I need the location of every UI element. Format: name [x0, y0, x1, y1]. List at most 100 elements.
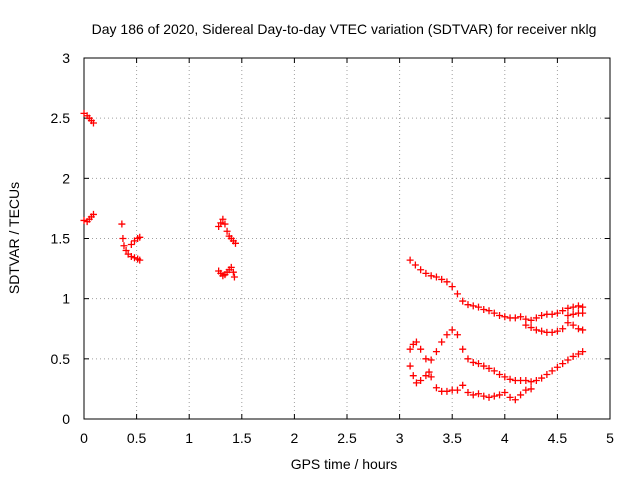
data-point [574, 350, 582, 358]
data-point [496, 370, 504, 378]
data-point [480, 392, 488, 400]
data-point [569, 303, 577, 311]
data-point [422, 372, 430, 380]
data-point [475, 360, 482, 368]
data-point [464, 389, 472, 397]
data-point [448, 283, 456, 291]
data-point [501, 373, 509, 381]
data-point [559, 360, 567, 368]
data-point [469, 302, 477, 310]
series-segment-j [522, 319, 587, 336]
data-point [532, 314, 540, 322]
x-tick-label: 1 [185, 430, 193, 446]
data-point [432, 348, 440, 356]
data-point [559, 325, 567, 333]
data-point [496, 391, 504, 399]
series-segment-i [406, 362, 535, 404]
y-tick-label: 1.5 [51, 231, 71, 247]
data-point [453, 290, 461, 298]
data-point [548, 310, 556, 318]
data-point [501, 313, 509, 321]
data-point [501, 389, 509, 397]
axis-ticks [83, 57, 611, 420]
data-point [553, 327, 561, 335]
x-tick-label: 3 [396, 430, 404, 446]
data-point [543, 370, 551, 378]
data-point [475, 303, 482, 311]
data-point [221, 220, 229, 228]
data-point [559, 307, 567, 315]
data-point [409, 372, 417, 380]
data-point [425, 368, 433, 376]
data-point [480, 305, 488, 313]
x-tick-label: 3.5 [442, 430, 462, 446]
data-point [522, 315, 530, 323]
data-point [569, 310, 577, 318]
series-segment-e [215, 215, 239, 247]
series-segment-b [80, 210, 97, 226]
data-point [548, 367, 556, 375]
data-point [422, 355, 430, 363]
data-point [417, 345, 425, 353]
data-point [553, 309, 561, 317]
data-point [480, 362, 488, 370]
y-tick-label: 0.5 [51, 351, 71, 367]
series-segment-c [118, 220, 144, 264]
y-tick-label: 1 [62, 291, 70, 307]
data-point [538, 312, 546, 320]
data-point [517, 391, 525, 399]
data-point [136, 233, 144, 241]
data-point [506, 393, 514, 401]
data-point [215, 222, 223, 230]
data-point [490, 309, 498, 317]
data-point [89, 119, 97, 127]
x-tick-label: 4.5 [548, 430, 568, 446]
data-point [406, 256, 414, 264]
data-point [532, 376, 540, 384]
data-point [579, 303, 587, 311]
data-point [130, 254, 138, 262]
data-point [127, 253, 135, 261]
data-point [459, 297, 467, 305]
data-point [464, 301, 472, 309]
data-point [579, 326, 587, 334]
data-point [118, 220, 126, 228]
data-point [122, 247, 130, 255]
x-axis-label: GPS time / hours [291, 456, 398, 472]
y-tick-label: 2 [62, 170, 70, 186]
data-point [438, 275, 446, 283]
data-point [80, 216, 88, 224]
y-tick-label: 0 [62, 411, 70, 427]
x-tick-label: 5 [606, 430, 614, 446]
data-point [527, 316, 535, 324]
data-point [569, 352, 577, 360]
data-point [569, 321, 577, 329]
data-point [532, 326, 540, 334]
data-point [89, 210, 97, 218]
data-point [229, 268, 237, 276]
y-axis-label: SDTVAR / TECUs [6, 182, 22, 294]
data-point [538, 374, 546, 382]
data-point [564, 304, 572, 312]
chart-title: Day 186 of 2020, Sidereal Day-to-day VTE… [92, 21, 597, 37]
data-point [496, 312, 504, 320]
data-point [406, 362, 414, 370]
data-point [564, 312, 572, 320]
data-point [432, 273, 440, 281]
series-segment-d [127, 233, 144, 249]
data-point [219, 215, 227, 223]
data-point [432, 384, 440, 392]
data-point [579, 348, 587, 356]
data-point [517, 313, 525, 321]
data-points [80, 109, 587, 404]
x-tick-label: 0 [80, 430, 88, 446]
data-point [412, 338, 420, 346]
x-tick-label: 2 [291, 430, 299, 446]
data-point [417, 376, 425, 384]
data-point [485, 364, 493, 372]
data-point [453, 331, 461, 339]
data-point [538, 327, 546, 335]
data-point [485, 393, 493, 401]
data-point [511, 314, 519, 322]
